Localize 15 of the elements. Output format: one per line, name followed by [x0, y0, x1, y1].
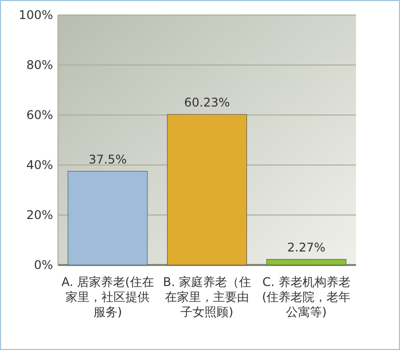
data-label: 2.27% — [287, 240, 326, 254]
y-tick-label: 100% — [18, 8, 53, 22]
y-tick-label: 80% — [26, 58, 53, 72]
y-tick-label: 60% — [26, 108, 53, 122]
x-tick-label: A. 居家养老(住在家里，社区提供服务) — [60, 275, 155, 320]
data-label: 37.5% — [88, 152, 127, 166]
bar — [266, 259, 346, 266]
bar — [167, 114, 247, 266]
y-tick-label: 40% — [26, 158, 53, 172]
data-label: 60.23% — [184, 95, 230, 110]
y-tick-label: 20% — [26, 208, 53, 222]
x-tick-label: C. 养老机构养老(住养老院，老年公寓等) — [260, 275, 352, 320]
bar — [68, 171, 148, 266]
x-tick-label: B. 家庭养老（住在家里，主要由子女照顾) — [162, 275, 252, 320]
y-tick-label: 0% — [34, 258, 53, 272]
